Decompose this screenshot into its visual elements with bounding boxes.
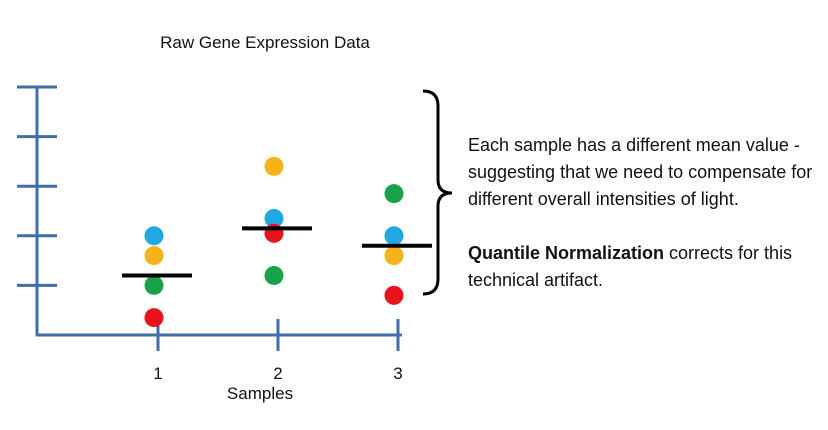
- data-point: [384, 184, 404, 204]
- x-tick-label: 3: [393, 364, 402, 383]
- annotation-bold: Quantile Normalization: [468, 243, 665, 263]
- annotation-rest: corrects for this technical artifact.: [468, 243, 793, 290]
- data-point: [264, 156, 284, 176]
- x-tick-label: 2: [273, 364, 282, 383]
- data-point: [384, 246, 404, 266]
- data-point: [264, 208, 284, 228]
- mean-lines: [122, 226, 432, 278]
- annotation-bracket: [422, 89, 453, 296]
- x-tick-label: 1: [153, 364, 162, 383]
- data-point: [384, 285, 404, 305]
- chart-title: Raw Gene Expression Data: [160, 33, 370, 52]
- data-point: [264, 265, 284, 285]
- data-point: [144, 275, 164, 295]
- annotation-text: Each sample has a different mean value -…: [468, 132, 818, 294]
- data-point: [144, 246, 164, 266]
- data-point: [384, 226, 404, 246]
- data-points: [144, 156, 404, 328]
- data-point: [144, 308, 164, 328]
- annotation-line1: Each sample has a different mean value -…: [468, 135, 813, 209]
- x-axis-label: Samples: [226, 384, 294, 403]
- data-point: [144, 226, 164, 246]
- axes: 1 2 3: [17, 85, 403, 383]
- annotation-line2: Quantile Normalization corrects for this…: [468, 240, 818, 294]
